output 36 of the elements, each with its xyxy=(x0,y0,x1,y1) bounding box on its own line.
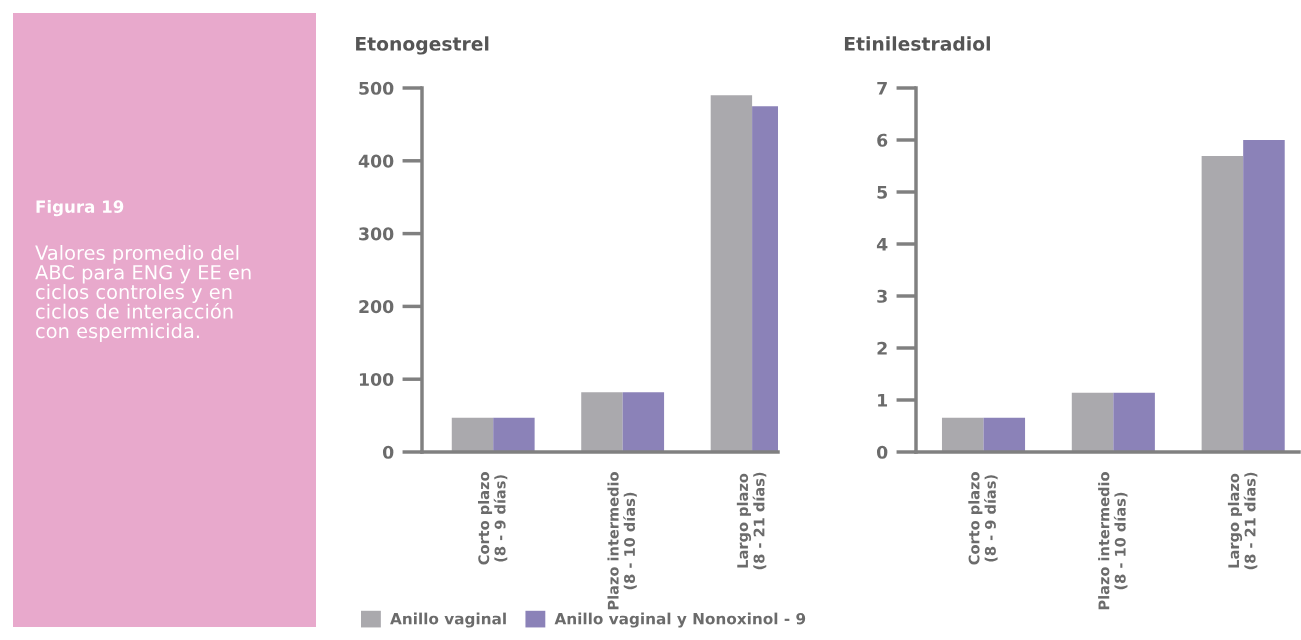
y-tick-label: 100 xyxy=(359,372,394,387)
bar xyxy=(1113,392,1155,452)
y-tick-label: 500 xyxy=(359,81,394,95)
y-tick-label: 400 xyxy=(358,154,394,168)
y-tick-label: 6 xyxy=(877,133,888,147)
y-tick-label: 0 xyxy=(876,445,888,459)
legend-label: Anillo vaginal xyxy=(390,612,506,628)
bar xyxy=(983,417,1026,452)
bar xyxy=(1201,156,1244,452)
y-tick-label: 2 xyxy=(877,341,887,355)
x-tick-label: Largo plazo (8 - 21 días) xyxy=(736,472,767,570)
y-tick-label: 4 xyxy=(876,237,888,251)
y-tick-label: 5 xyxy=(877,185,888,199)
bar xyxy=(581,392,623,452)
text: Valores promedio del ABC para ENG y EE en ciclos controles y en ciclos de interacción con espermicida. xyxy=(35,245,251,343)
y-tick-label: 3 xyxy=(877,289,887,303)
y-tick-label: 200 xyxy=(359,300,394,314)
x-tick-label: Plazo intermedio (8 - 10 días) xyxy=(1098,472,1128,610)
y-tick-label: 7 xyxy=(877,81,887,95)
chart-title: Etonogestrel xyxy=(356,36,489,55)
bar xyxy=(941,417,984,452)
text: Figura 19 xyxy=(36,200,124,217)
x-tick-label: Corto plazo (8 - 9 días) xyxy=(968,472,998,565)
bar xyxy=(1071,392,1114,452)
chart-title: Etinilestradiol xyxy=(844,36,990,51)
bar xyxy=(493,417,535,452)
legend-label: Anillo vaginal y Nonoxinol - 9 xyxy=(554,612,806,628)
y-tick-label: 1 xyxy=(878,393,888,407)
x-tick-label: Plazo intermedio (8 - 10 días) xyxy=(607,472,637,610)
y-tick-label: 0 xyxy=(382,445,394,459)
bar xyxy=(451,417,494,452)
x-tick-label: Corto plazo (8 - 9 días) xyxy=(477,472,508,565)
x-tick-label: Largo plazo (8 - 21 días) xyxy=(1227,472,1258,570)
bar xyxy=(1243,140,1285,452)
y-tick-label: 300 xyxy=(359,227,394,241)
bar xyxy=(622,392,665,452)
